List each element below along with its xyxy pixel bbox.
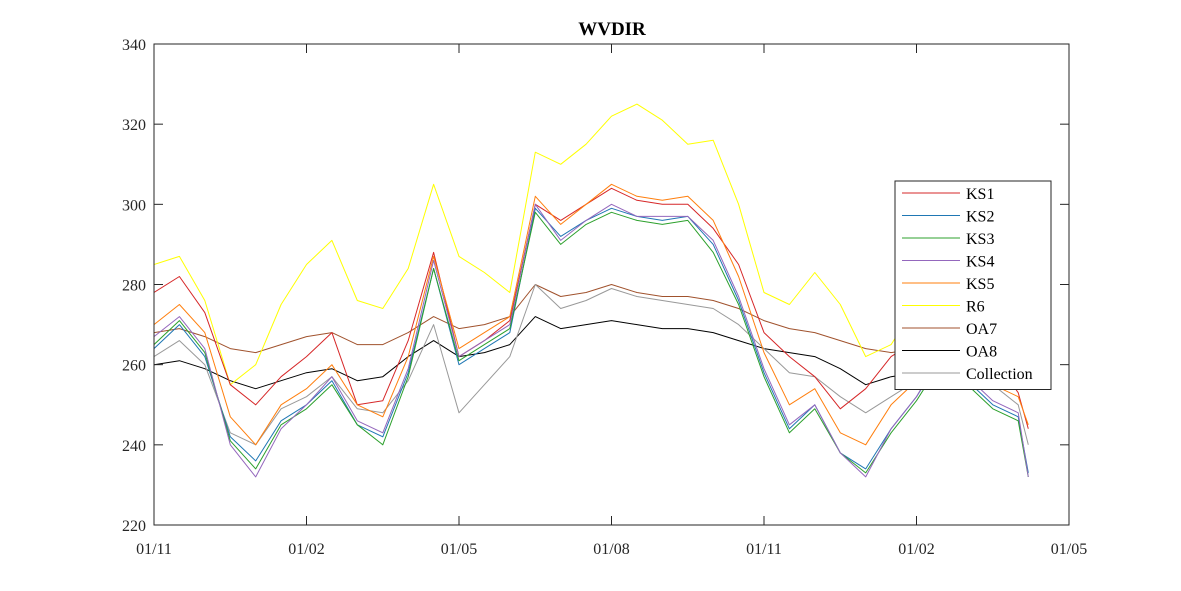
legend-label-ks4: KS4 — [966, 254, 994, 271]
series-line-ks5 — [154, 183, 1029, 446]
x-tick-label: 01/11 — [746, 541, 782, 558]
legend-label-r6: R6 — [966, 299, 985, 316]
legend: KS1 KS2 KS3 KS4 KS5 R6 OA7 OA8 Collection — [894, 180, 1052, 390]
y-tick-label: 340 — [122, 37, 146, 54]
y-tick-label: 220 — [122, 518, 146, 535]
series-line-ks4 — [154, 203, 1029, 478]
legend-label-ks2: KS2 — [966, 209, 994, 226]
series-line-collection — [154, 284, 1029, 446]
legend-label-oa7: OA7 — [966, 321, 997, 338]
x-tick-label: 01/08 — [593, 541, 629, 558]
axis-ticks: 01/11 01/02 01/05 01/08 01/11 01/02 01/05 220 24… — [122, 37, 1087, 558]
y-tick-label: 260 — [122, 358, 146, 375]
y-tick-label: 300 — [122, 197, 146, 214]
legend-label-ks1: KS1 — [966, 186, 994, 203]
x-tick-label: 01/05 — [1051, 541, 1087, 558]
series-line-ks3 — [154, 211, 1029, 477]
x-tick-label: 01/02 — [288, 541, 324, 558]
chart-title: WVDIR — [578, 19, 646, 40]
y-tick-label: 280 — [122, 278, 146, 295]
legend-label-ks3: KS3 — [966, 231, 994, 248]
x-tick-label: 01/05 — [441, 541, 477, 558]
y-tick-label: 240 — [122, 438, 146, 455]
x-tick-label: 01/02 — [898, 541, 934, 558]
x-tick-label: 01/11 — [136, 541, 172, 558]
plot-area — [154, 103, 1029, 478]
y-tick-label: 320 — [122, 117, 146, 134]
legend-label-collection: Collection — [966, 366, 1033, 383]
legend-label-ks5: KS5 — [966, 276, 994, 293]
legend-label-oa8: OA8 — [966, 344, 997, 361]
